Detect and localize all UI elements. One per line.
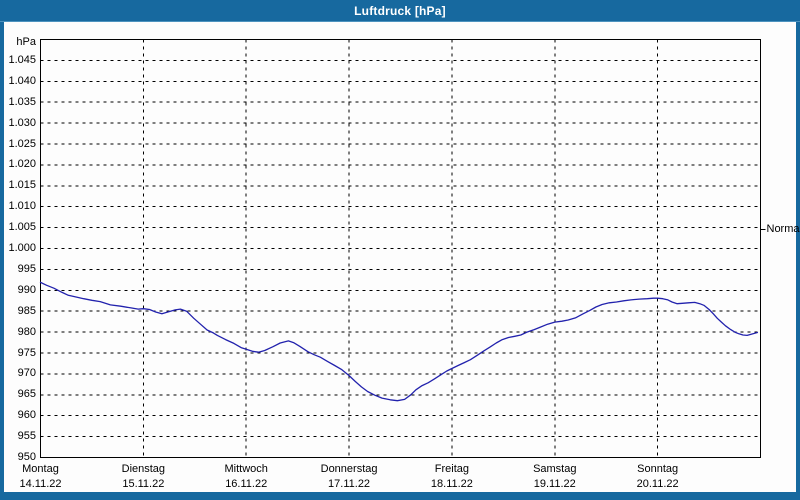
- window-titlebar: Luftdruck [hPa]: [0, 0, 800, 22]
- window-title: Luftdruck [hPa]: [354, 3, 446, 18]
- plot-background: [4, 22, 796, 484]
- chart-content-area: [4, 22, 796, 492]
